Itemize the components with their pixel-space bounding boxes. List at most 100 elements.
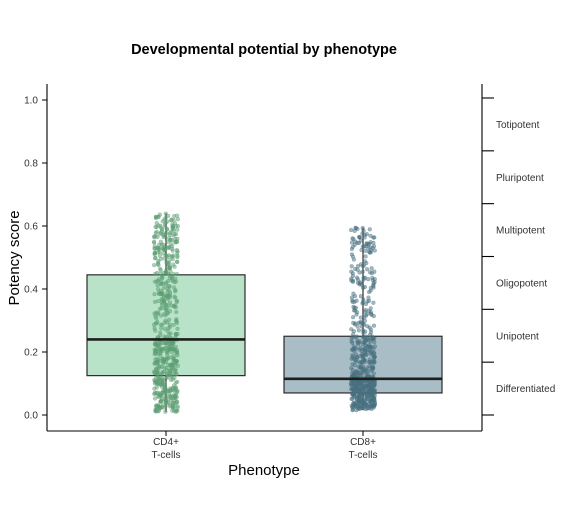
data-point xyxy=(164,226,170,232)
data-point xyxy=(167,258,172,263)
data-point xyxy=(368,344,373,349)
data-point xyxy=(175,259,180,265)
data-point xyxy=(371,282,376,287)
data-point xyxy=(169,229,174,234)
data-point xyxy=(169,368,174,373)
data-point xyxy=(152,263,157,268)
secondary-category-label: Totipotent xyxy=(496,120,540,131)
data-point xyxy=(161,299,167,304)
data-point xyxy=(171,356,176,361)
jitter-points xyxy=(151,211,180,414)
data-point xyxy=(172,347,177,352)
data-point xyxy=(175,331,180,336)
secondary-axis: Totipotent Pluripotent Multipotent Oligopot… xyxy=(482,97,555,416)
y-tick-label: 1.0 xyxy=(24,96,38,107)
data-point xyxy=(157,253,162,258)
data-point xyxy=(368,309,373,315)
data-point xyxy=(158,399,163,404)
x-axis-label: Phenotype xyxy=(228,462,300,479)
data-point xyxy=(372,396,377,401)
data-point xyxy=(354,312,359,317)
data-point xyxy=(361,263,366,268)
data-point xyxy=(353,404,358,409)
data-point xyxy=(159,372,164,378)
group-cd4 xyxy=(86,211,246,414)
data-point xyxy=(172,280,177,285)
data-point xyxy=(169,218,174,223)
data-point xyxy=(355,277,360,282)
data-point xyxy=(175,249,180,254)
data-point xyxy=(360,399,365,404)
data-point xyxy=(353,335,358,340)
chart-title: Developmental potential by phenotype xyxy=(131,42,397,58)
data-point xyxy=(170,274,175,279)
data-point xyxy=(171,322,176,327)
data-point xyxy=(156,382,161,387)
y-tick-label: 0.8 xyxy=(24,159,38,170)
data-point xyxy=(350,244,355,249)
data-point xyxy=(167,244,172,249)
data-point xyxy=(351,257,356,262)
data-point xyxy=(172,213,177,219)
data-point xyxy=(161,251,166,256)
secondary-category-label: Oligopotent xyxy=(496,278,547,289)
data-point xyxy=(368,240,373,245)
data-point xyxy=(173,409,178,414)
data-point xyxy=(173,295,178,300)
data-point xyxy=(349,269,354,274)
data-point xyxy=(349,339,354,344)
data-point xyxy=(170,225,175,230)
data-point xyxy=(152,369,157,374)
data-point xyxy=(174,240,179,245)
data-point xyxy=(358,345,363,351)
data-point xyxy=(351,329,356,334)
data-point xyxy=(172,304,177,309)
data-point xyxy=(158,291,163,296)
data-point xyxy=(352,363,357,368)
data-point xyxy=(175,227,180,232)
data-point xyxy=(349,252,354,257)
data-point xyxy=(160,275,165,280)
data-point xyxy=(366,246,371,251)
data-point xyxy=(153,255,158,260)
data-point xyxy=(158,330,163,335)
data-point xyxy=(160,229,165,234)
data-point xyxy=(362,284,367,290)
data-point xyxy=(364,313,369,318)
data-point xyxy=(159,380,164,385)
data-point xyxy=(174,310,179,315)
data-point xyxy=(371,347,376,352)
data-point xyxy=(351,315,356,320)
data-point xyxy=(165,320,170,325)
x-tick-label-line2: T-cells xyxy=(349,450,378,461)
data-point xyxy=(162,256,167,261)
data-point xyxy=(157,364,162,369)
data-point xyxy=(163,404,168,409)
data-point xyxy=(156,277,161,282)
data-point xyxy=(168,295,173,300)
data-point xyxy=(351,291,356,296)
data-point xyxy=(165,375,170,380)
data-point xyxy=(361,277,366,282)
data-point xyxy=(165,353,170,358)
data-point xyxy=(368,381,373,387)
data-point xyxy=(365,324,370,329)
data-point xyxy=(368,389,373,394)
data-point xyxy=(353,400,358,405)
data-point xyxy=(351,278,356,283)
secondary-category-label: Differentiated xyxy=(496,384,555,395)
data-point xyxy=(153,271,158,276)
data-point xyxy=(172,264,177,269)
data-point xyxy=(165,219,170,224)
data-point xyxy=(167,300,172,305)
data-point xyxy=(356,328,361,333)
data-point xyxy=(372,248,377,253)
data-point xyxy=(371,366,376,371)
secondary-category-label: Pluripotent xyxy=(496,173,544,184)
data-point xyxy=(353,359,358,364)
data-point xyxy=(170,246,175,251)
data-point xyxy=(359,372,364,377)
data-point xyxy=(161,359,166,364)
data-point xyxy=(156,377,161,382)
